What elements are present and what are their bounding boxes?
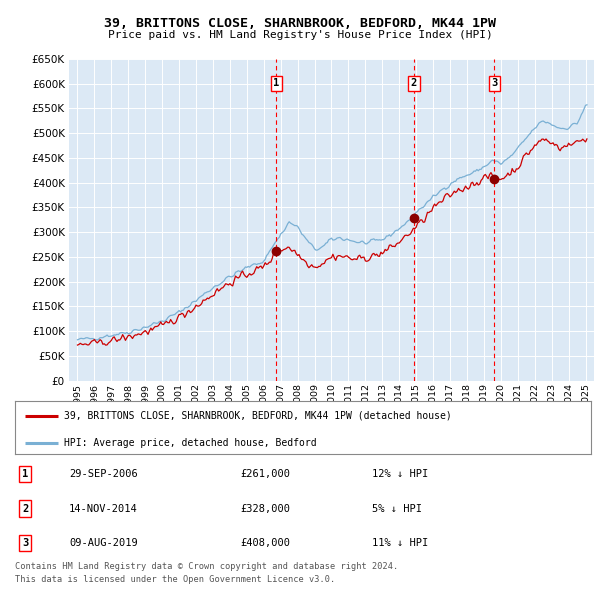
Text: 3: 3	[491, 78, 497, 88]
Text: 5% ↓ HPI: 5% ↓ HPI	[372, 504, 422, 513]
Text: HPI: Average price, detached house, Bedford: HPI: Average price, detached house, Bedf…	[64, 438, 317, 448]
Text: 2: 2	[411, 78, 417, 88]
Text: 11% ↓ HPI: 11% ↓ HPI	[372, 538, 428, 548]
Text: 39, BRITTONS CLOSE, SHARNBROOK, BEDFORD, MK44 1PW: 39, BRITTONS CLOSE, SHARNBROOK, BEDFORD,…	[104, 17, 496, 30]
Text: This data is licensed under the Open Government Licence v3.0.: This data is licensed under the Open Gov…	[15, 575, 335, 584]
Text: £408,000: £408,000	[240, 538, 290, 548]
Text: £261,000: £261,000	[240, 470, 290, 479]
Text: 09-AUG-2019: 09-AUG-2019	[69, 538, 138, 548]
Text: Price paid vs. HM Land Registry's House Price Index (HPI): Price paid vs. HM Land Registry's House …	[107, 30, 493, 40]
Text: £328,000: £328,000	[240, 504, 290, 513]
Text: 29-SEP-2006: 29-SEP-2006	[69, 470, 138, 479]
Text: 1: 1	[274, 78, 280, 88]
Text: 1: 1	[22, 470, 28, 479]
Text: 2: 2	[22, 504, 28, 513]
Text: 39, BRITTONS CLOSE, SHARNBROOK, BEDFORD, MK44 1PW (detached house): 39, BRITTONS CLOSE, SHARNBROOK, BEDFORD,…	[64, 411, 452, 421]
Text: 3: 3	[22, 538, 28, 548]
Text: 12% ↓ HPI: 12% ↓ HPI	[372, 470, 428, 479]
Text: Contains HM Land Registry data © Crown copyright and database right 2024.: Contains HM Land Registry data © Crown c…	[15, 562, 398, 571]
Text: 14-NOV-2014: 14-NOV-2014	[69, 504, 138, 513]
